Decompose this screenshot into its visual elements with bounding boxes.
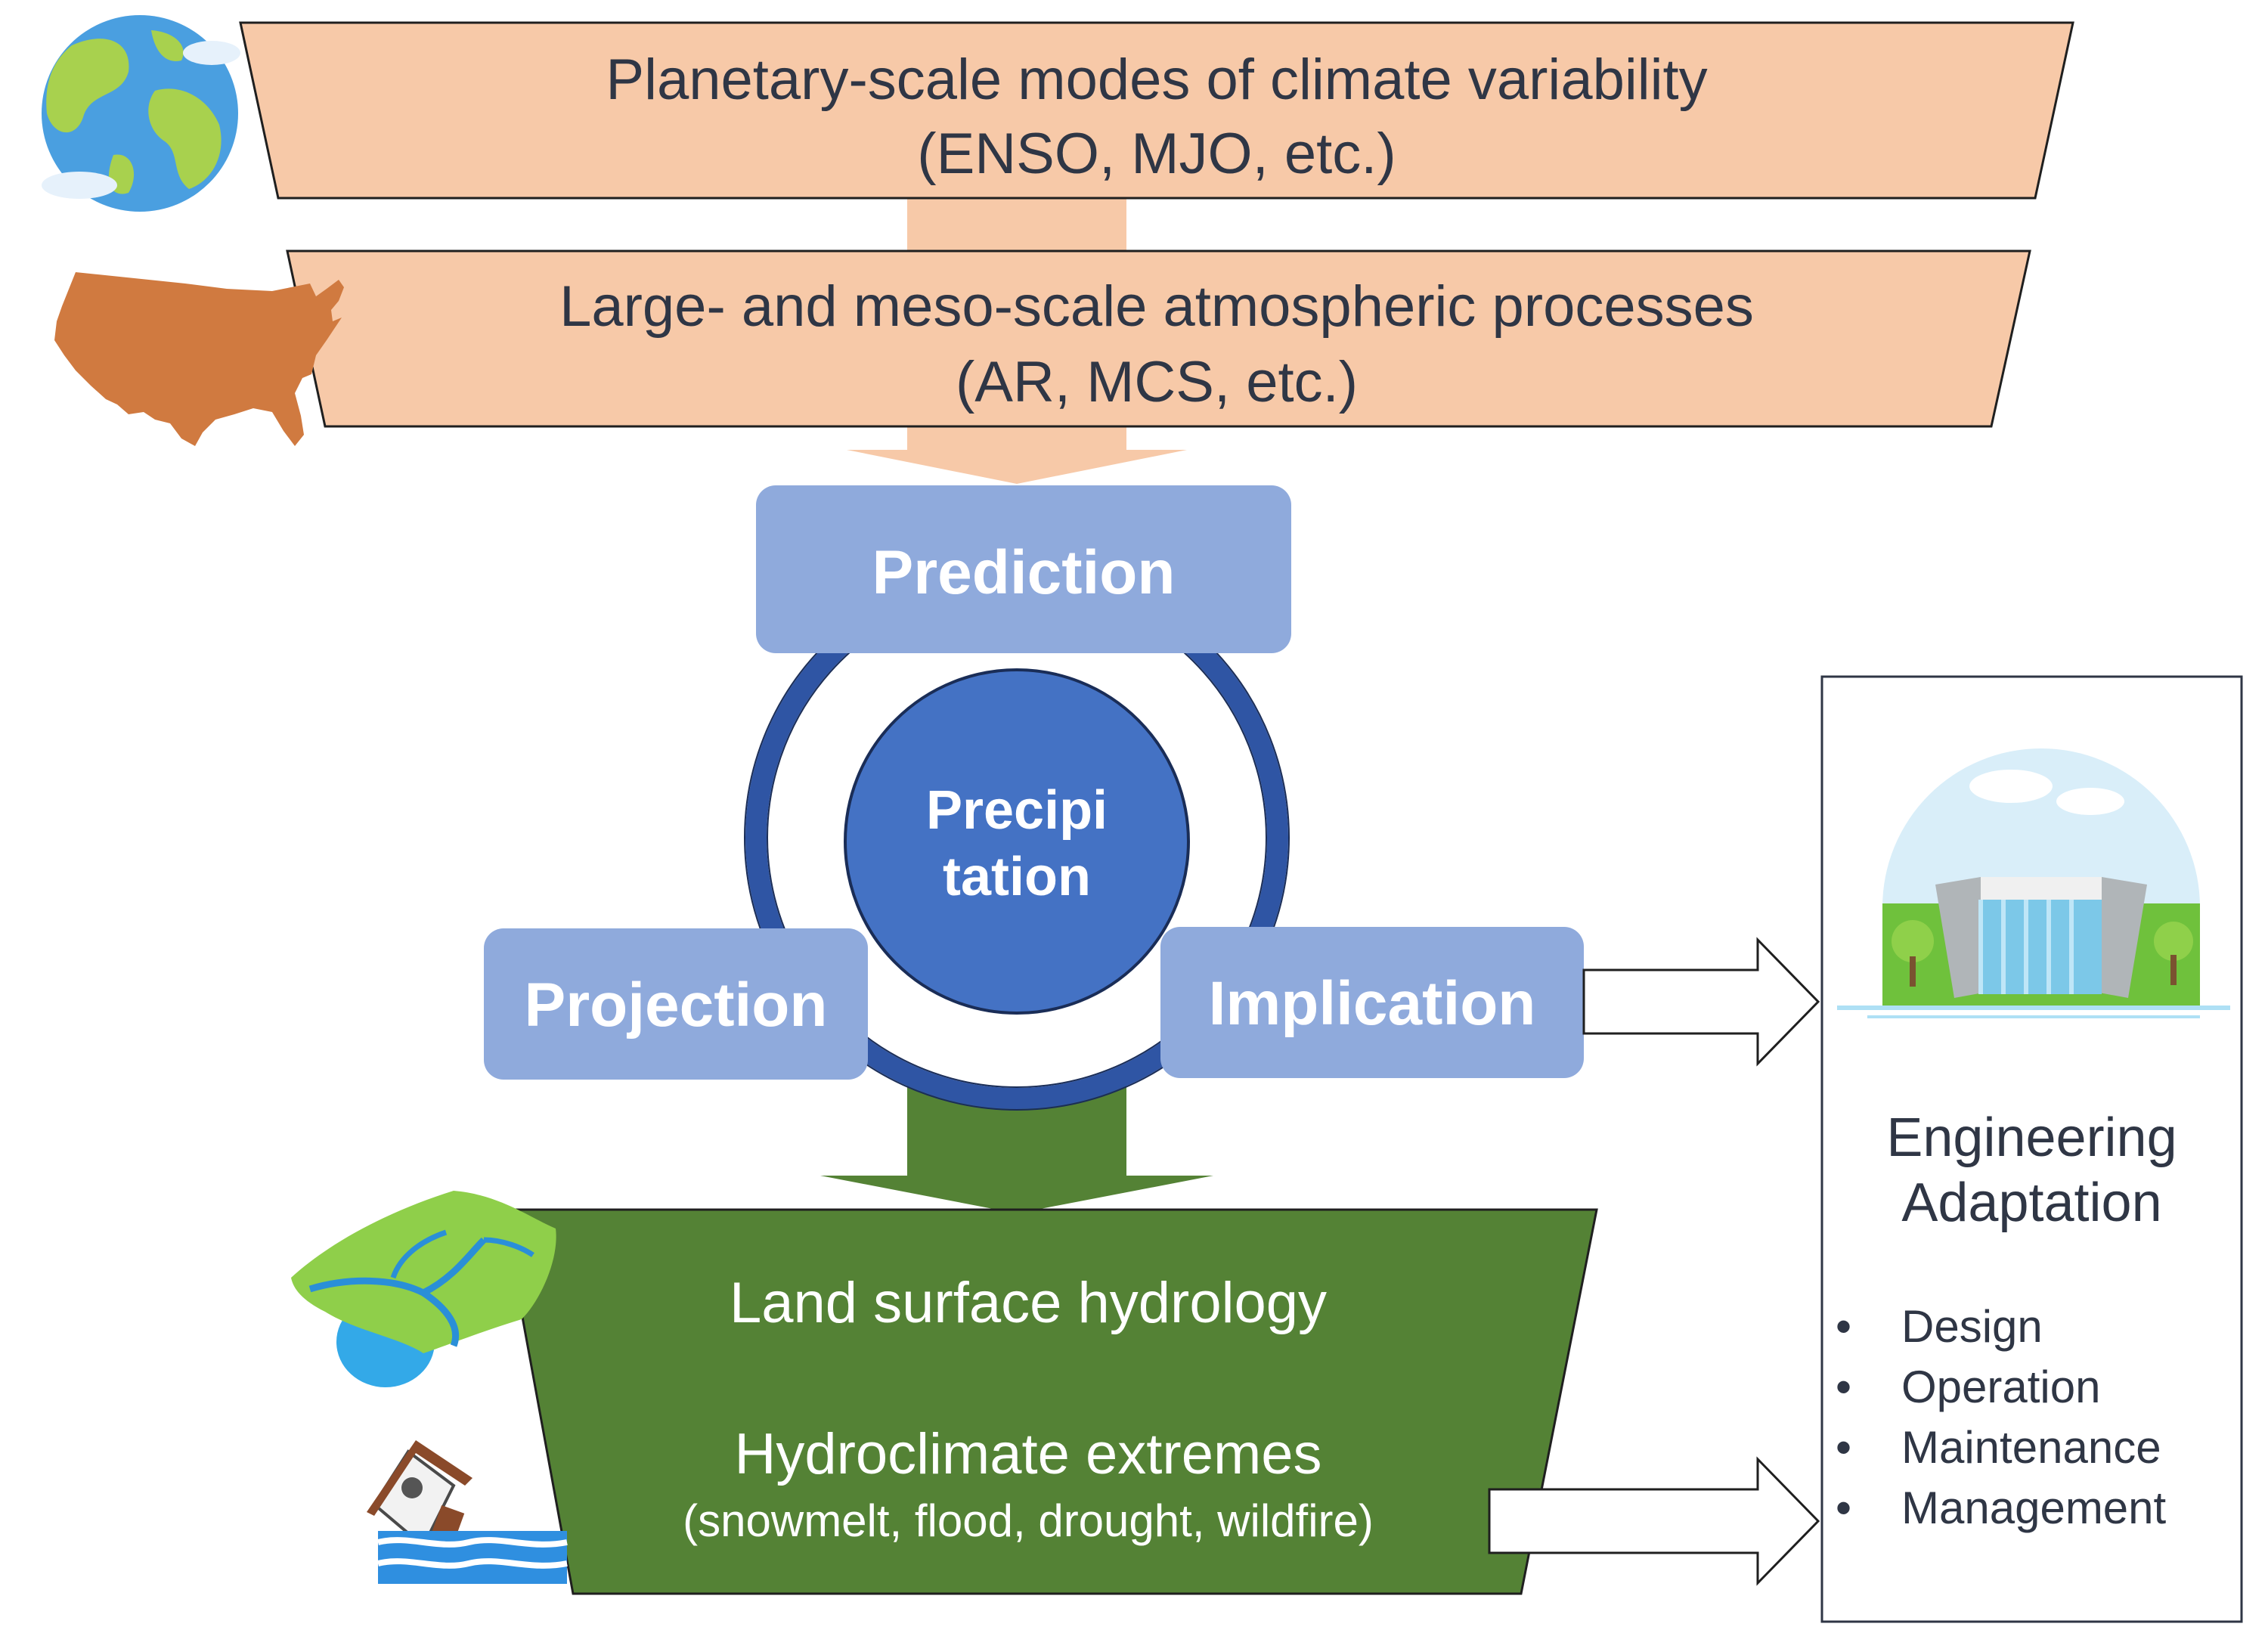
watershed-icon: [291, 1191, 556, 1387]
precipitation-label-line1: Precipi: [925, 780, 1108, 841]
planetary-trapezoid: [239, 21, 2074, 200]
projection-label: Projection: [524, 971, 828, 1040]
arrow-to-hydrology: [820, 1074, 1213, 1213]
precipitation-circle: [844, 668, 1190, 1015]
implication-to-engineering-arrow: [1582, 937, 1820, 1067]
atmospheric-line2: (AR, MCS, etc.): [955, 350, 1359, 414]
prediction-box: [756, 485, 1291, 653]
atmospheric-line1: Large- and meso-scale atmospheric proces…: [559, 274, 1754, 339]
dam-icon: [1837, 748, 2230, 1018]
list-item: Design: [1822, 1297, 2166, 1357]
planetary-line1: Planetary-scale modes of climate variabi…: [606, 48, 1708, 112]
hydrology-trapezoid: [501, 1208, 1598, 1595]
projection-box: [484, 928, 868, 1080]
connector-planetary-atmospheric: [907, 195, 1126, 254]
arrow-to-prediction: [847, 423, 1187, 484]
hydrology-line2: Hydroclimate extremes: [734, 1422, 1322, 1486]
engineering-title-line2: Adaptation: [1901, 1173, 2162, 1233]
hydrology-line3: (snowmelt, flood, drought, wildfire): [683, 1495, 1374, 1546]
implication-label: Implication: [1208, 969, 1536, 1038]
hydrology-to-engineering-arrow: [1488, 1456, 1820, 1586]
list-item: Maintenance: [1822, 1418, 2166, 1478]
hydrology-line1: Land surface hydrology: [729, 1271, 1328, 1335]
prediction-label: Prediction: [872, 538, 1176, 607]
engineering-title-line1: Engineering: [1886, 1108, 2177, 1168]
list-item: Operation: [1822, 1357, 2166, 1418]
flooded-house-icon: [367, 1440, 568, 1584]
precipitation-label-line2: tation: [943, 847, 1091, 907]
implication-box: [1160, 927, 1584, 1078]
usa-map-icon: [54, 272, 344, 446]
engineering-list: Design Operation Maintenance Management: [1822, 1297, 2166, 1538]
planetary-line2: (ENSO, MJO, etc.): [917, 122, 1396, 186]
earth-icon: [42, 15, 240, 212]
list-item: Management: [1822, 1478, 2166, 1538]
